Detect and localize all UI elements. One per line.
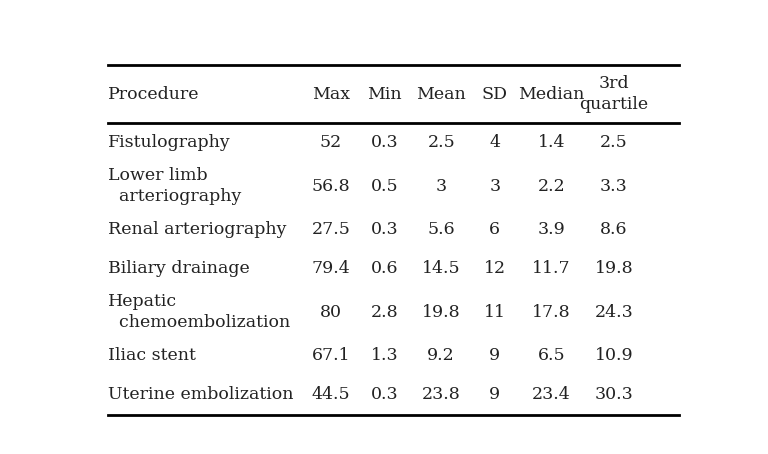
Text: 9.2: 9.2 — [427, 347, 455, 364]
Text: Iliac stent: Iliac stent — [108, 347, 196, 364]
Text: Procedure: Procedure — [108, 86, 200, 103]
Text: Mean: Mean — [416, 86, 466, 103]
Text: 23.8: 23.8 — [422, 386, 461, 403]
Text: 6.5: 6.5 — [538, 347, 565, 364]
Text: 19.8: 19.8 — [594, 261, 633, 277]
Text: 9: 9 — [489, 347, 500, 364]
Text: Fistulography: Fistulography — [108, 134, 230, 152]
Text: 17.8: 17.8 — [532, 304, 571, 321]
Text: 52: 52 — [320, 134, 343, 152]
Text: 0.3: 0.3 — [371, 134, 399, 152]
Text: 24.3: 24.3 — [594, 304, 633, 321]
Text: 27.5: 27.5 — [312, 221, 350, 238]
Text: 0.5: 0.5 — [371, 178, 399, 195]
Text: Max: Max — [312, 86, 350, 103]
Text: 2.5: 2.5 — [600, 134, 627, 152]
Text: 44.5: 44.5 — [312, 386, 350, 403]
Text: SD: SD — [482, 86, 508, 103]
Text: 2.5: 2.5 — [427, 134, 455, 152]
Text: 1.3: 1.3 — [371, 347, 399, 364]
Text: Hepatic
  chemoembolization: Hepatic chemoembolization — [108, 293, 290, 331]
Text: 3: 3 — [435, 178, 447, 195]
Text: 5.6: 5.6 — [428, 221, 455, 238]
Text: 1.4: 1.4 — [538, 134, 565, 152]
Text: 3.3: 3.3 — [600, 178, 627, 195]
Text: 6: 6 — [489, 221, 500, 238]
Text: Lower limb
  arteriography: Lower limb arteriography — [108, 167, 241, 205]
Text: Min: Min — [367, 86, 402, 103]
Text: Median: Median — [518, 86, 584, 103]
Text: 2.2: 2.2 — [538, 178, 565, 195]
Text: 12: 12 — [484, 261, 506, 277]
Text: 8.6: 8.6 — [600, 221, 627, 238]
Text: 30.3: 30.3 — [594, 386, 633, 403]
Text: 79.4: 79.4 — [312, 261, 350, 277]
Text: 0.3: 0.3 — [371, 221, 399, 238]
Text: 4: 4 — [489, 134, 500, 152]
Text: 80: 80 — [320, 304, 342, 321]
Text: 3.9: 3.9 — [538, 221, 565, 238]
Text: 67.1: 67.1 — [312, 347, 350, 364]
Text: 9: 9 — [489, 386, 500, 403]
Text: 2.8: 2.8 — [371, 304, 399, 321]
Text: 23.4: 23.4 — [532, 386, 571, 403]
Text: 10.9: 10.9 — [594, 347, 633, 364]
Text: 3: 3 — [489, 178, 500, 195]
Text: 14.5: 14.5 — [422, 261, 461, 277]
Text: 11.7: 11.7 — [532, 261, 571, 277]
Text: 19.8: 19.8 — [422, 304, 461, 321]
Text: 0.3: 0.3 — [371, 386, 399, 403]
Text: 3rd
quartile: 3rd quartile — [579, 75, 648, 113]
Text: Biliary drainage: Biliary drainage — [108, 261, 250, 277]
Text: 0.6: 0.6 — [371, 261, 399, 277]
Text: 11: 11 — [484, 304, 506, 321]
Text: Renal arteriography: Renal arteriography — [108, 221, 286, 238]
Text: 56.8: 56.8 — [312, 178, 350, 195]
Text: Uterine embolization: Uterine embolization — [108, 386, 293, 403]
